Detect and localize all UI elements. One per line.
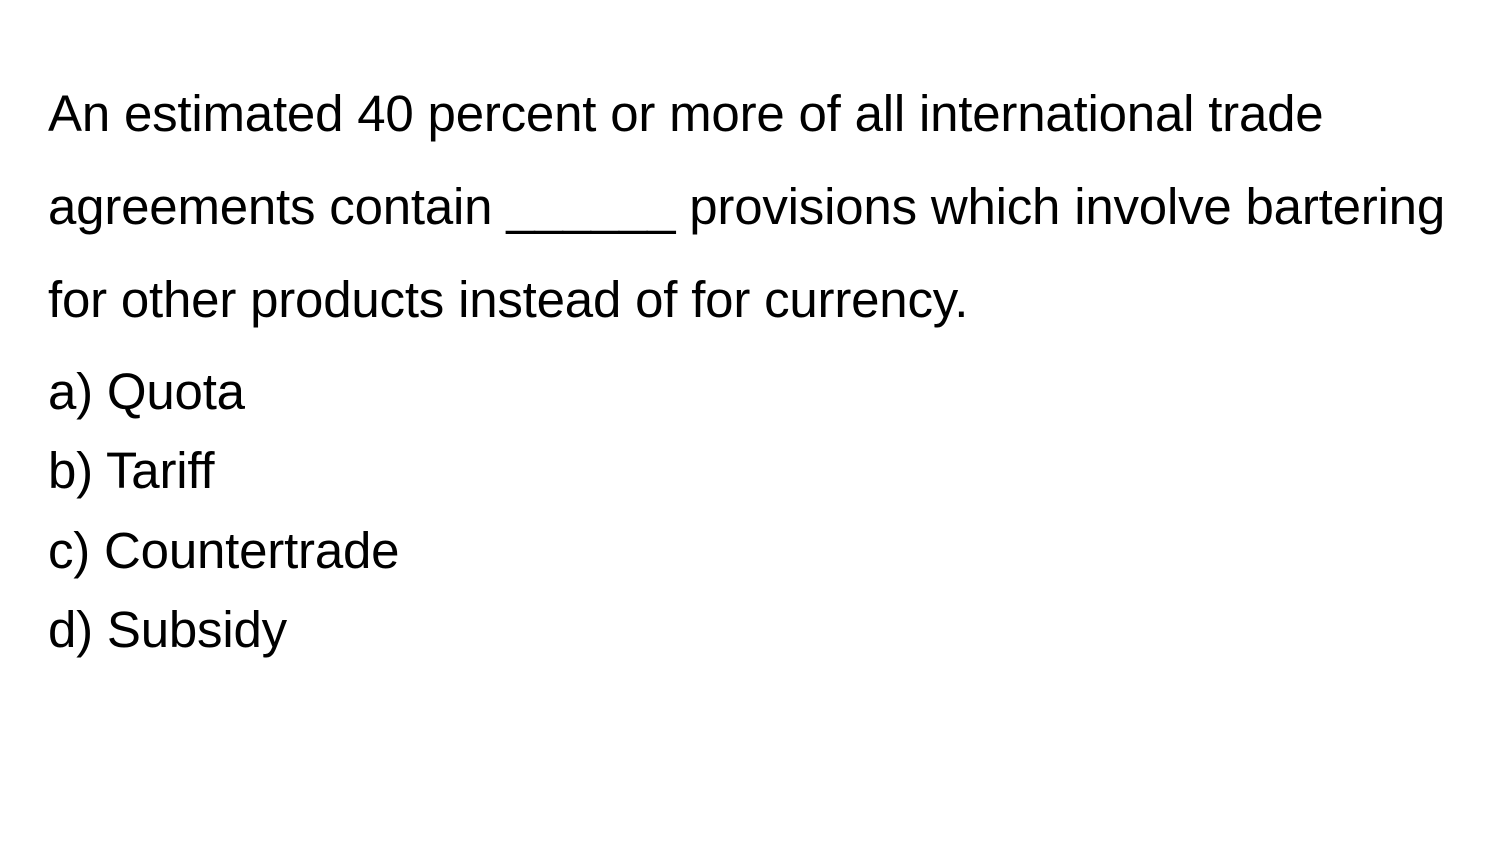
options-list: a) Quota b) Tariff c) Countertrade d) Su…: [48, 352, 1452, 668]
question-text: An estimated 40 percent or more of all i…: [48, 68, 1452, 346]
option-a: a) Quota: [48, 352, 1452, 431]
option-b: b) Tariff: [48, 431, 1452, 510]
option-c: c) Countertrade: [48, 511, 1452, 590]
option-d: d) Subsidy: [48, 590, 1452, 669]
